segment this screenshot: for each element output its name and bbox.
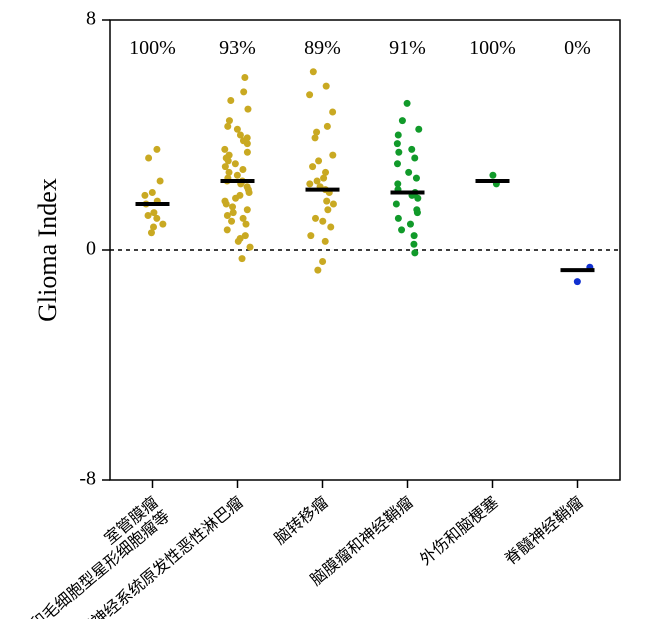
data-point bbox=[405, 169, 412, 176]
data-point bbox=[306, 180, 313, 187]
data-point bbox=[319, 258, 326, 265]
median-bar bbox=[561, 268, 595, 272]
data-point bbox=[323, 83, 330, 90]
data-point bbox=[235, 238, 242, 245]
percent-label: 100% bbox=[469, 37, 516, 59]
data-point bbox=[307, 232, 314, 239]
median-bar bbox=[306, 188, 340, 192]
data-point bbox=[329, 152, 336, 159]
data-point bbox=[395, 149, 402, 156]
data-point bbox=[145, 155, 152, 162]
median-bar bbox=[136, 202, 170, 206]
data-point bbox=[320, 175, 327, 182]
data-point bbox=[244, 206, 251, 213]
data-point bbox=[153, 215, 160, 222]
median-bar bbox=[476, 179, 510, 183]
chart-svg: -808Glioma Index100%室管膜瘤和毛细胞型星形细胞瘤等93%中枢… bbox=[0, 0, 652, 619]
data-point bbox=[398, 226, 405, 233]
data-point bbox=[306, 91, 313, 98]
data-point bbox=[312, 134, 319, 141]
median-bar bbox=[221, 179, 255, 183]
data-point bbox=[232, 160, 239, 167]
data-point bbox=[234, 172, 241, 179]
data-point bbox=[244, 149, 251, 156]
data-point bbox=[240, 88, 247, 95]
data-point bbox=[411, 155, 418, 162]
data-point bbox=[324, 206, 331, 213]
data-point bbox=[399, 117, 406, 124]
data-point bbox=[141, 192, 148, 199]
data-point bbox=[224, 123, 231, 130]
y-tick-label: -8 bbox=[79, 468, 96, 490]
data-point bbox=[329, 109, 336, 116]
data-point bbox=[246, 189, 253, 196]
data-point bbox=[157, 178, 164, 185]
percent-label: 89% bbox=[304, 37, 341, 59]
data-point bbox=[243, 221, 250, 228]
data-point bbox=[247, 244, 254, 251]
data-point bbox=[223, 201, 230, 208]
data-point bbox=[324, 123, 331, 130]
data-point bbox=[327, 224, 334, 231]
y-tick-label: 0 bbox=[86, 238, 96, 260]
data-point bbox=[404, 100, 411, 107]
data-point bbox=[415, 126, 422, 133]
data-point bbox=[149, 189, 156, 196]
data-point bbox=[228, 218, 235, 225]
data-point bbox=[239, 166, 246, 173]
data-point bbox=[241, 74, 248, 81]
data-point bbox=[227, 97, 234, 104]
data-point bbox=[153, 146, 160, 153]
y-tick-label: 8 bbox=[86, 8, 96, 30]
data-point bbox=[145, 212, 152, 219]
data-point bbox=[224, 226, 231, 233]
data-point bbox=[319, 218, 326, 225]
data-point bbox=[574, 278, 581, 285]
data-point bbox=[393, 201, 400, 208]
data-point bbox=[489, 172, 496, 179]
data-point bbox=[410, 241, 417, 248]
median-bar bbox=[391, 191, 425, 195]
data-point bbox=[310, 68, 317, 75]
data-point bbox=[394, 160, 401, 167]
data-point bbox=[309, 163, 316, 170]
data-point bbox=[244, 106, 251, 113]
percent-label: 91% bbox=[389, 37, 426, 59]
data-point bbox=[330, 201, 337, 208]
data-point bbox=[222, 163, 229, 170]
data-point bbox=[239, 255, 246, 262]
data-point bbox=[322, 238, 329, 245]
data-point bbox=[411, 232, 418, 239]
data-point bbox=[221, 146, 228, 153]
data-point bbox=[414, 209, 421, 216]
data-point bbox=[323, 198, 330, 205]
data-point bbox=[314, 267, 321, 274]
y-axis-label: Glioma Index bbox=[33, 178, 62, 322]
data-point bbox=[413, 175, 420, 182]
data-point bbox=[411, 249, 418, 256]
percent-label: 93% bbox=[219, 37, 256, 59]
percent-label: 100% bbox=[129, 37, 176, 59]
data-point bbox=[244, 140, 251, 147]
data-point bbox=[394, 140, 401, 147]
data-point bbox=[395, 132, 402, 139]
data-point bbox=[395, 215, 402, 222]
data-point bbox=[414, 195, 421, 202]
data-point bbox=[148, 229, 155, 236]
data-point bbox=[312, 215, 319, 222]
data-point bbox=[408, 146, 415, 153]
data-point bbox=[315, 157, 322, 164]
data-point bbox=[224, 212, 231, 219]
scatter-strip-chart: -808Glioma Index100%室管膜瘤和毛细胞型星形细胞瘤等93%中枢… bbox=[0, 0, 652, 619]
data-point bbox=[159, 221, 166, 228]
percent-label: 0% bbox=[564, 37, 591, 59]
data-point bbox=[232, 195, 239, 202]
data-point bbox=[407, 221, 414, 228]
